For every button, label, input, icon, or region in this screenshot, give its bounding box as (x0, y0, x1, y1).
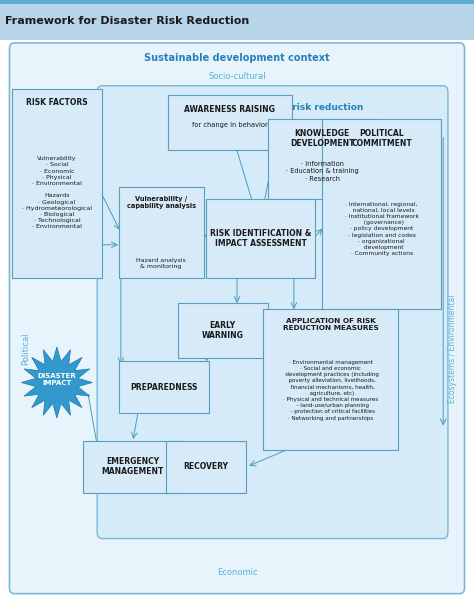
FancyBboxPatch shape (263, 309, 398, 450)
FancyBboxPatch shape (9, 43, 465, 594)
Text: RECOVERY: RECOVERY (184, 462, 228, 471)
FancyBboxPatch shape (322, 119, 441, 309)
Text: PREPAREDNESS: PREPAREDNESS (130, 382, 197, 392)
FancyBboxPatch shape (118, 361, 209, 413)
PathPatch shape (21, 347, 92, 418)
Text: Economic: Economic (217, 568, 257, 577)
Text: Hazard analysis
& monitoring: Hazard analysis & monitoring (137, 252, 186, 269)
FancyBboxPatch shape (0, 0, 474, 40)
Text: Framework for Disaster Risk Reduction: Framework for Disaster Risk Reduction (5, 17, 249, 26)
Text: KNOWLEDGE
DEVELOPMENT: KNOWLEDGE DEVELOPMENT (290, 129, 355, 148)
Text: RISK FACTORS: RISK FACTORS (26, 98, 88, 107)
Text: Socio-cultural: Socio-cultural (208, 72, 266, 81)
Text: Political: Political (22, 332, 30, 365)
FancyBboxPatch shape (0, 0, 474, 4)
Text: The focus of disaster risk reduction: The focus of disaster risk reduction (182, 103, 363, 111)
FancyBboxPatch shape (166, 441, 246, 493)
Text: Vulnerability
· Social
· Economic
· Physical
· Environmental

Hazards
· Geologic: Vulnerability · Social · Economic · Phys… (22, 156, 92, 230)
Text: RISK IDENTIFICATION &
IMPACT ASSESSMENT: RISK IDENTIFICATION & IMPACT ASSESSMENT (210, 229, 311, 248)
Text: Vulnerability /
capability analysis: Vulnerability / capability analysis (127, 196, 196, 209)
Text: AWARENESS RAISING: AWARENESS RAISING (184, 105, 275, 114)
Text: · Environmental management
· Social and economic
  development practices (includ: · Environmental management · Social and … (282, 360, 379, 420)
FancyBboxPatch shape (97, 86, 448, 539)
Text: APPLICATION OF RISK
REDUCTION MEASURES: APPLICATION OF RISK REDUCTION MEASURES (283, 318, 379, 331)
FancyBboxPatch shape (12, 89, 102, 278)
FancyBboxPatch shape (206, 199, 315, 278)
FancyBboxPatch shape (178, 303, 268, 358)
Text: Ecosystems / Environmental: Ecosystems / Environmental (448, 294, 457, 403)
Text: POLITICAL
COMMITMENT: POLITICAL COMMITMENT (351, 129, 412, 148)
FancyBboxPatch shape (118, 187, 204, 278)
Text: · Information
· Education & training
· Research: · Information · Education & training · R… (286, 161, 359, 182)
Text: EMERGENCY
MANAGEMENT: EMERGENCY MANAGEMENT (101, 457, 164, 476)
Text: EARLY
WARNING: EARLY WARNING (202, 321, 244, 340)
Text: Sustainable development context: Sustainable development context (144, 53, 330, 63)
Text: for change in behavior: for change in behavior (192, 122, 268, 128)
FancyBboxPatch shape (83, 441, 182, 493)
Text: · International, regional,
  national, local levels
· Institutional framework
  : · International, regional, national, loc… (345, 201, 419, 256)
FancyBboxPatch shape (168, 95, 292, 150)
FancyBboxPatch shape (268, 119, 377, 199)
Text: DISASTER
IMPACT: DISASTER IMPACT (37, 373, 76, 386)
